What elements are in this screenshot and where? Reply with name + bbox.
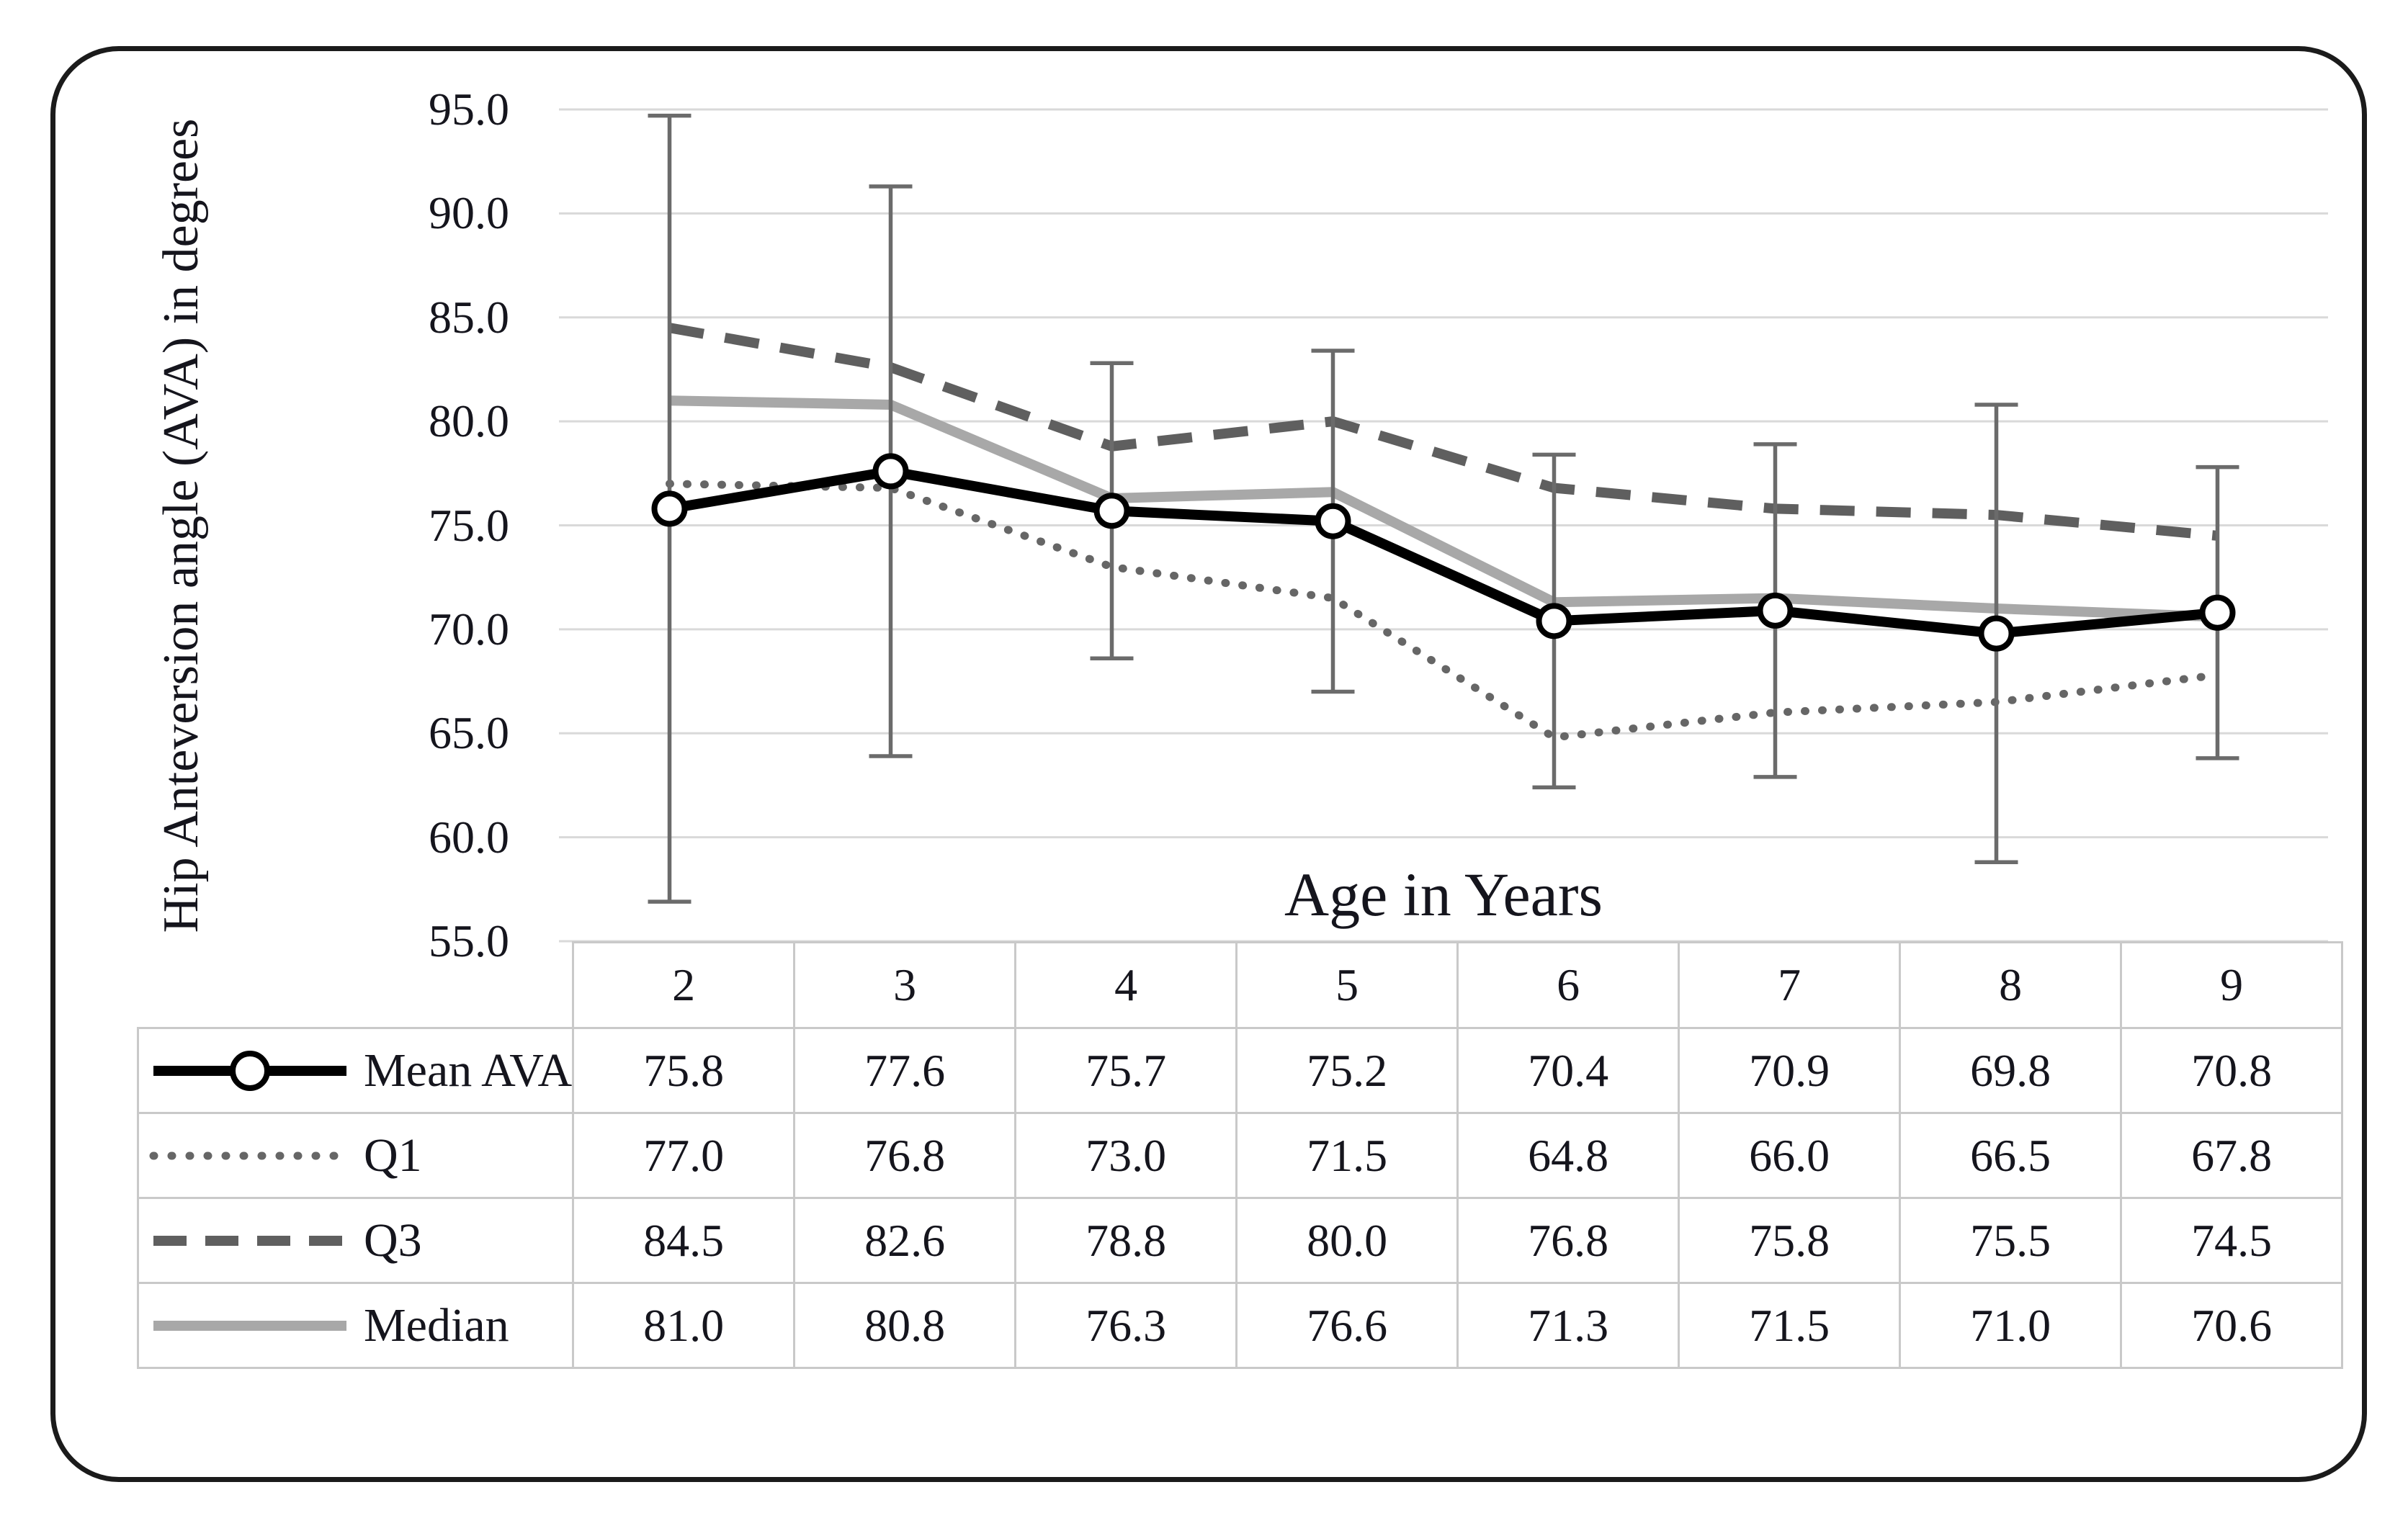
legend-key-median-icon — [153, 1320, 346, 1331]
table-value-cell: 75.8 — [1678, 1197, 1902, 1284]
legend-cell: Q3 — [136, 1197, 575, 1284]
legend-label: Median — [364, 1298, 509, 1352]
table-value-cell: 70.4 — [1456, 1027, 1680, 1114]
table-row: Q1 77.0 76.8 73.0 71.5 64.8 66.0 66.5 67.8 — [136, 1112, 2344, 1199]
mean-ava-marker — [1757, 592, 1794, 629]
mean-ava-marker — [1093, 493, 1130, 529]
legend-entry: Median — [140, 1298, 571, 1353]
y-tick-label: 90.0 — [429, 187, 509, 239]
y-tick-label: 65.0 — [429, 707, 509, 759]
table-value-cell: 66.0 — [1678, 1112, 1902, 1199]
series-line-q1 — [666, 480, 2221, 742]
legend-label: Q3 — [364, 1213, 422, 1267]
table-row: Q3 84.5 82.6 78.8 80.0 76.8 75.8 75.5 74.5 — [136, 1197, 2344, 1284]
table-value-cell: 74.5 — [2120, 1197, 2344, 1284]
table-value-cell: 78.8 — [1014, 1197, 1238, 1284]
legend-label: Mean AVA — [364, 1043, 573, 1097]
table-row: Mean AVA 75.8 77.6 75.7 75.2 70.4 70.9 69.8 70.8 — [136, 1027, 2344, 1114]
table-value-cell: 64.8 — [1456, 1112, 1680, 1199]
legend-key-q1-icon — [149, 1151, 351, 1159]
legend-entry: Q1 — [140, 1128, 571, 1183]
data-table: 2 3 4 5 6 7 8 9 Mean AVA 75.8 77.6 75.7 75.2 70.4 70.9… — [136, 941, 2344, 1369]
age-column-header: 2 — [572, 941, 796, 1029]
series-line-q3 — [668, 323, 2219, 541]
age-column-header: 5 — [1235, 941, 1459, 1029]
age-column-header: 7 — [1678, 941, 1902, 1029]
mean-ava-marker — [872, 453, 909, 490]
mean-ava-marker — [651, 490, 688, 527]
mean-ava-marker — [1978, 615, 2015, 652]
table-value-cell: 67.8 — [2120, 1112, 2344, 1199]
age-column-header: 9 — [2120, 941, 2344, 1029]
table-value-cell: 75.7 — [1014, 1027, 1238, 1114]
y-tick-label: 75.0 — [429, 499, 509, 551]
table-value-cell: 71.5 — [1678, 1282, 1902, 1369]
table-value-cell: 77.0 — [572, 1112, 796, 1199]
age-column-header: 8 — [1899, 941, 2123, 1029]
table-value-cell: 77.6 — [793, 1027, 1017, 1114]
table-value-cell: 81.0 — [572, 1282, 796, 1369]
table-row: Median 81.0 80.8 76.3 76.6 71.3 71.5 71.0 70.6 — [136, 1282, 2344, 1369]
table-value-cell: 70.6 — [2120, 1282, 2344, 1369]
table-value-cell: 76.6 — [1235, 1282, 1459, 1369]
table-value-cell: 80.0 — [1235, 1197, 1459, 1284]
table-value-cell: 71.0 — [1899, 1282, 2123, 1369]
table-value-cell: 73.0 — [1014, 1112, 1238, 1199]
table-value-cell: 75.8 — [572, 1027, 796, 1114]
table-corner-cell — [138, 943, 573, 1028]
table-value-cell: 69.8 — [1899, 1027, 2123, 1114]
table-value-cell: 76.3 — [1014, 1282, 1238, 1369]
y-tick-label: 70.0 — [429, 603, 509, 655]
legend-cell: Mean AVA — [136, 1027, 575, 1114]
legend-cell: Q1 — [136, 1112, 575, 1199]
table-value-cell: 70.8 — [2120, 1027, 2344, 1114]
legend-label: Q1 — [364, 1128, 422, 1182]
table-value-cell: 76.8 — [1456, 1197, 1680, 1284]
age-column-header: 4 — [1014, 941, 1238, 1029]
age-column-header: 6 — [1456, 941, 1680, 1029]
age-column-header: 3 — [793, 941, 1017, 1029]
mean-ava-marker — [2199, 594, 2236, 631]
legend-cell: Median — [136, 1282, 575, 1369]
table-value-cell: 71.3 — [1456, 1282, 1680, 1369]
legend-entry: Mean AVA — [140, 1043, 573, 1098]
y-tick-label: 95.0 — [429, 84, 509, 135]
series-line-median — [669, 395, 2218, 622]
legend-key-mean-ava-icon — [153, 1050, 346, 1091]
y-tick-label: 85.0 — [429, 291, 509, 343]
mean-ava-marker — [1315, 503, 1351, 539]
table-value-cell: 76.8 — [793, 1112, 1017, 1199]
table-value-cell: 70.9 — [1678, 1027, 1902, 1114]
y-tick-label: 55.0 — [429, 915, 509, 966]
table-value-cell: 84.5 — [572, 1197, 796, 1284]
series-line-mean-ava — [668, 466, 2219, 639]
table-value-cell: 82.6 — [793, 1197, 1017, 1284]
y-tick-label: 80.0 — [429, 395, 509, 447]
y-axis-title: Hip Anteversion angle (AVA) in degrees — [153, 118, 209, 933]
legend-key-q3-icon — [153, 1235, 346, 1246]
table-value-cell: 75.2 — [1235, 1027, 1459, 1114]
legend-entry: Q3 — [140, 1213, 571, 1268]
x-axis-title: Age in Years — [1284, 860, 1603, 929]
y-tick-label: 60.0 — [429, 811, 509, 863]
table-value-cell: 80.8 — [793, 1282, 1017, 1369]
table-value-cell: 71.5 — [1235, 1112, 1459, 1199]
table-value-cell: 66.5 — [1899, 1112, 2123, 1199]
mean-ava-marker — [1536, 603, 1572, 639]
table-value-cell: 75.5 — [1899, 1197, 2123, 1284]
